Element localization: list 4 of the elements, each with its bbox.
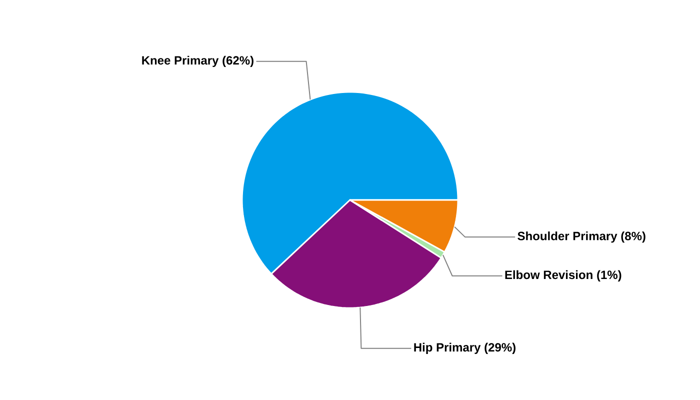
slice-label: Hip Primary (29%)	[414, 342, 516, 354]
slice-label: Knee Primary (62%)	[142, 56, 254, 68]
slice-label: Elbow Revision (1%)	[505, 270, 622, 282]
slice-label: Shoulder Primary (8%)	[518, 231, 646, 243]
